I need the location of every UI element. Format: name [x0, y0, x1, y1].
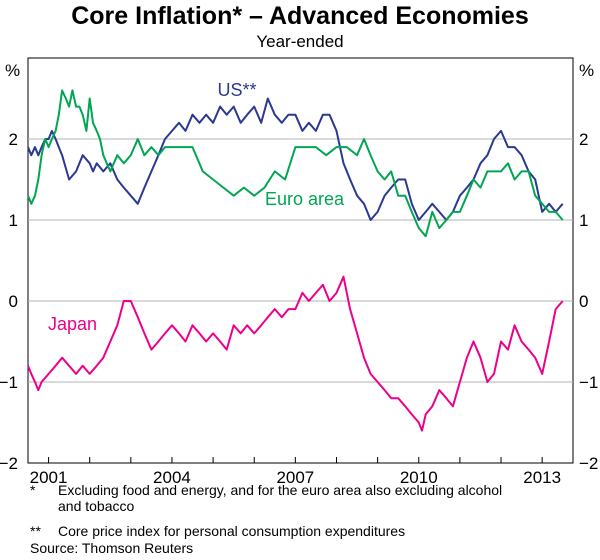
series-label-1: Euro area	[265, 189, 345, 209]
series-lines	[27, 89, 564, 432]
series-line-2	[27, 275, 564, 432]
series-line-0	[27, 97, 564, 221]
x-tick-label-2007: 2007	[276, 468, 314, 487]
y-unit-right: %	[579, 61, 594, 80]
series-label-0: US**	[217, 80, 256, 100]
series-labels: US** Euro area Japan	[48, 80, 345, 334]
y-tick-label-left: −2	[0, 454, 18, 473]
y-tick-label-right: 0	[579, 292, 588, 311]
x-tick-label-2010: 2010	[400, 468, 438, 487]
y-tick-label-left: 2	[9, 130, 18, 149]
tick-labels: −2 −2 −1 −1 0 0 1 1 2 2% % 2001 2004 2007 2010 2013	[0, 61, 598, 487]
chart-subtitle: Year-ended	[256, 32, 344, 51]
footnote-2-text: Core price index for personal consumptio…	[58, 523, 406, 539]
y-tick-label-right: 2	[579, 130, 588, 149]
footnote-1-continuation: and tobacco	[58, 498, 135, 514]
footnote-1-mark: *	[30, 482, 36, 498]
source-note: Source: Thomson Reuters	[30, 540, 194, 556]
gridlines	[28, 138, 573, 463]
y-tick-label-left: −1	[0, 373, 18, 392]
y-tick-label-left: 1	[9, 211, 18, 230]
y-tick-label-right: −2	[579, 454, 598, 473]
y-tick-label-right: −1	[579, 373, 598, 392]
series-label-2: Japan	[48, 314, 97, 334]
chart-title: Core Inflation* – Advanced Economies	[71, 2, 529, 30]
footnote-2-mark: **	[30, 523, 41, 539]
plot-frame	[27, 57, 574, 464]
x-tick-label-2001: 2001	[30, 468, 68, 487]
y-tick-label-right: 1	[579, 211, 588, 230]
footnote-2: ** Core price index for personal consumpt…	[30, 523, 405, 539]
y-tick-label-left: 0	[9, 292, 18, 311]
y-unit-left: %	[5, 61, 20, 80]
x-tick-label-2013: 2013	[523, 468, 561, 487]
footnote-1: * Excluding food and energy, and for the …	[30, 482, 502, 514]
series-line-1	[27, 89, 564, 238]
x-tick-label-2004: 2004	[153, 468, 191, 487]
footnote-1-text: Excluding food and energy, and for the e…	[58, 482, 503, 498]
